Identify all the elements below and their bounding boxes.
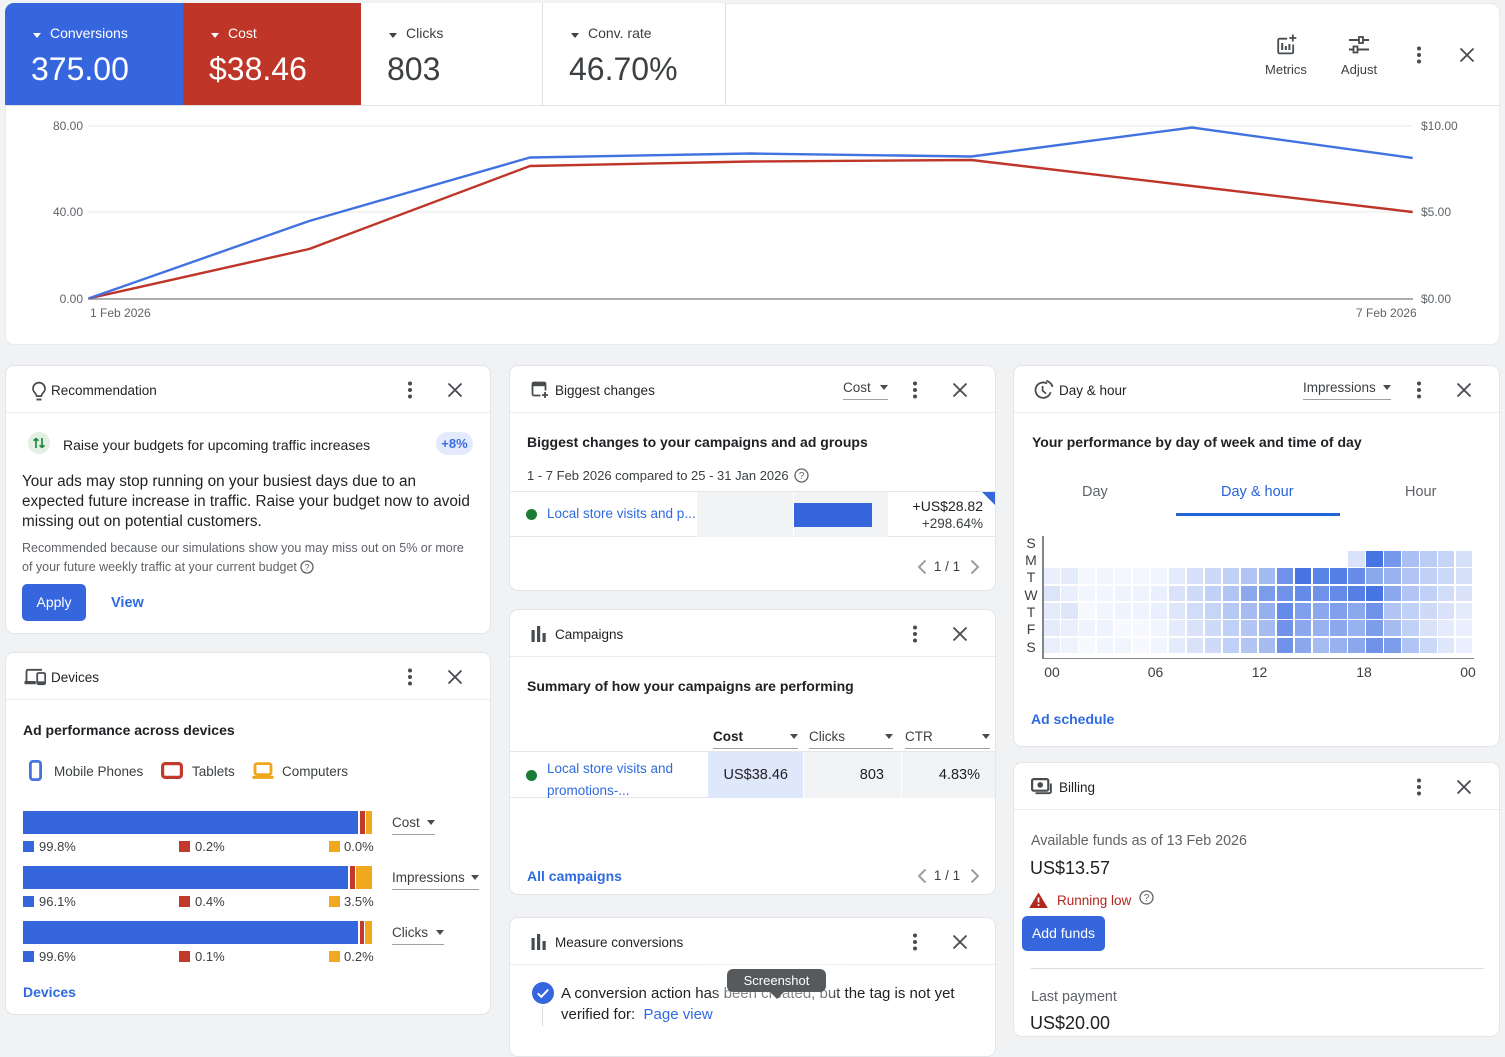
svg-text:?: ? (1144, 893, 1150, 904)
svg-text:?: ? (305, 563, 310, 573)
svg-text:?: ? (799, 471, 805, 482)
